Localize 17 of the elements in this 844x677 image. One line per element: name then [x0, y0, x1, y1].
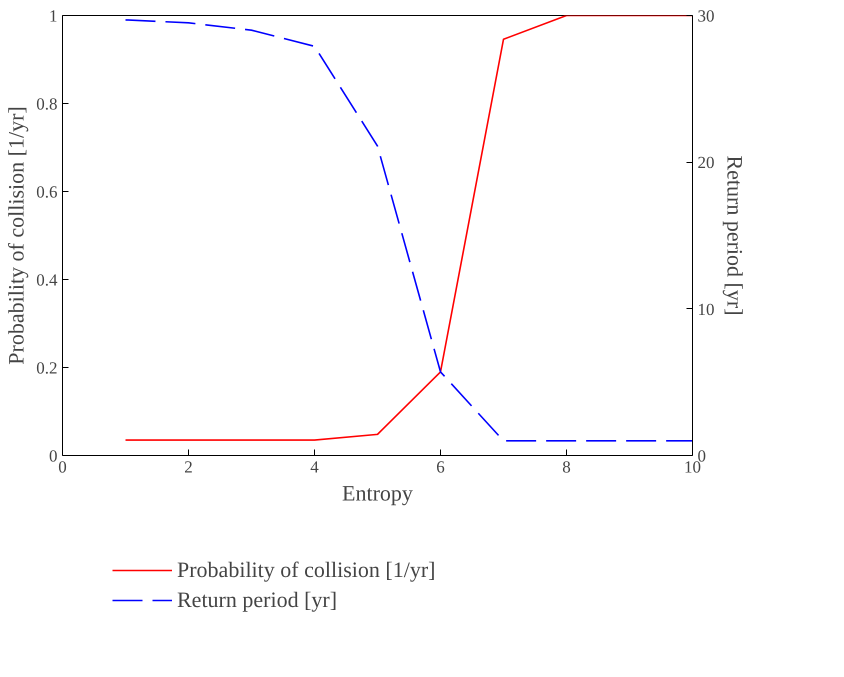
- y-tick-label: 0.4: [36, 270, 58, 290]
- y-axis-title: Probability of collision [1/yr]: [3, 106, 28, 365]
- y-tick-label: 0.2: [36, 358, 58, 378]
- x-axis-title: Entropy: [342, 480, 413, 506]
- x-tick-label: 4: [310, 458, 320, 476]
- x-tick-label: 8: [562, 458, 571, 476]
- y-tick-label: 0.6: [36, 182, 58, 202]
- y-tick-label: 0.8: [36, 94, 58, 114]
- y2-tick-label: 20: [698, 153, 714, 172]
- y-tick-label: 1: [49, 6, 58, 26]
- x-tick-label: 2: [184, 458, 193, 476]
- x-tick-label: 6: [436, 458, 445, 476]
- y2-axis-title: Return period [yr]: [722, 155, 748, 316]
- legend-label: Return period [yr]: [177, 587, 338, 613]
- y2-tick-label: 30: [698, 6, 714, 26]
- legend-label: Probability of collision [1/yr]: [177, 557, 436, 583]
- y2-tick-label: 10: [698, 300, 714, 319]
